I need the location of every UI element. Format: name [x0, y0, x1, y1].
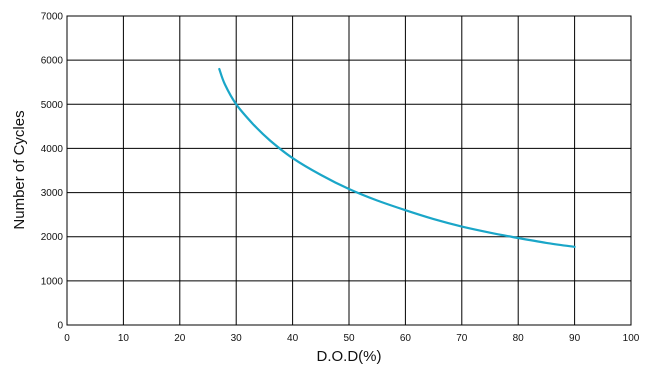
x-tick-label: 30	[231, 333, 243, 344]
x-tick-label: 70	[456, 333, 468, 344]
y-tick-label: 5000	[41, 100, 64, 111]
x-axis-ticks: 0 10 20 30 40 50 60 70 80 90 100	[64, 333, 640, 344]
plot-frame	[66, 15, 632, 326]
y-tick-label: 3000	[41, 188, 64, 199]
y-tick-label: 0	[57, 321, 63, 332]
x-tick-label: 0	[64, 333, 70, 344]
y-tick-label: 6000	[41, 56, 64, 67]
x-tick-label: 10	[118, 333, 130, 344]
y-tick-label: 7000	[41, 12, 64, 23]
x-tick-label: 20	[174, 333, 186, 344]
y-tick-label: 1000	[41, 276, 64, 287]
y-tick-label: 4000	[41, 144, 64, 155]
x-tick-label: 60	[400, 333, 412, 344]
y-tick-label: 2000	[41, 232, 64, 243]
x-tick-label: 40	[287, 333, 299, 344]
x-tick-label: 90	[569, 333, 581, 344]
x-axis-label: D.O.D(%)	[317, 348, 382, 365]
y-axis-ticks: 0 1000 2000 3000 4000 5000 6000 7000	[41, 12, 64, 332]
grid	[66, 15, 632, 326]
x-tick-label: 50	[343, 333, 355, 344]
x-tick-label: 80	[513, 333, 525, 344]
y-axis-label: Number of Cycles	[11, 110, 28, 229]
x-tick-label: 100	[623, 333, 640, 344]
series-line	[218, 67, 576, 248]
